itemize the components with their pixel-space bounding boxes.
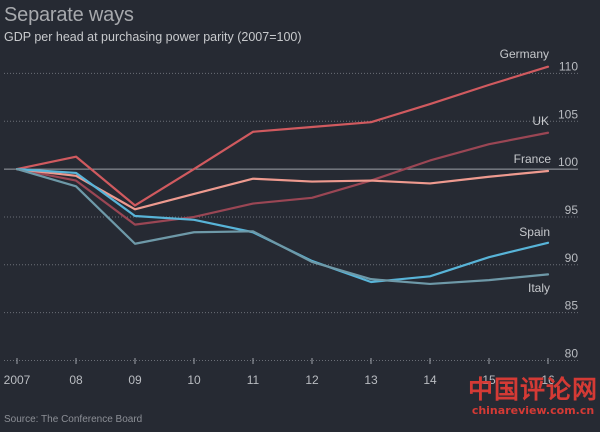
x-tick-label: 2007	[4, 373, 31, 387]
source-note: Source: The Conference Board	[4, 414, 143, 425]
watermark-url: chinareview.com.cn	[471, 404, 595, 417]
series-line-germany	[15, 65, 550, 207]
y-tick-label: 105	[558, 107, 578, 121]
x-tick-label: 12	[305, 373, 319, 387]
x-tick-label: 14	[423, 373, 437, 387]
y-tick-label: 95	[565, 203, 579, 217]
y-tick-label: 100	[558, 155, 578, 169]
y-tick-label: 80	[565, 347, 579, 361]
series-line-italy	[15, 168, 550, 286]
y-tick-label: 110	[559, 59, 578, 73]
series-label-uk: UK	[532, 114, 549, 128]
watermark-text: 中国评论网	[468, 375, 599, 404]
series-label-italy: Italy	[528, 281, 550, 295]
x-tick-label: 11	[247, 373, 260, 387]
x-tick-label: 08	[69, 373, 83, 387]
x-tick-label: 15	[482, 373, 496, 387]
watermark: 中国评论网 chinareview.com.cn	[468, 376, 598, 426]
series-line-france	[15, 168, 550, 211]
series-line-uk	[15, 131, 550, 226]
x-tick-label: 13	[364, 373, 378, 387]
x-tick-label: 10	[187, 373, 201, 387]
chart-subtitle: GDP per head at purchasing power parity …	[4, 30, 302, 44]
y-tick-label: 90	[565, 251, 579, 265]
y-tick-label: 85	[565, 299, 579, 313]
series-label-germany: Germany	[500, 47, 549, 61]
chart-title: Separate ways	[4, 4, 134, 26]
series-label-spain: Spain	[519, 225, 550, 239]
x-tick-label: 16	[541, 373, 555, 387]
x-tick-label: 09	[128, 373, 142, 387]
series-label-france: France	[514, 152, 552, 166]
series-line-spain	[15, 168, 550, 284]
